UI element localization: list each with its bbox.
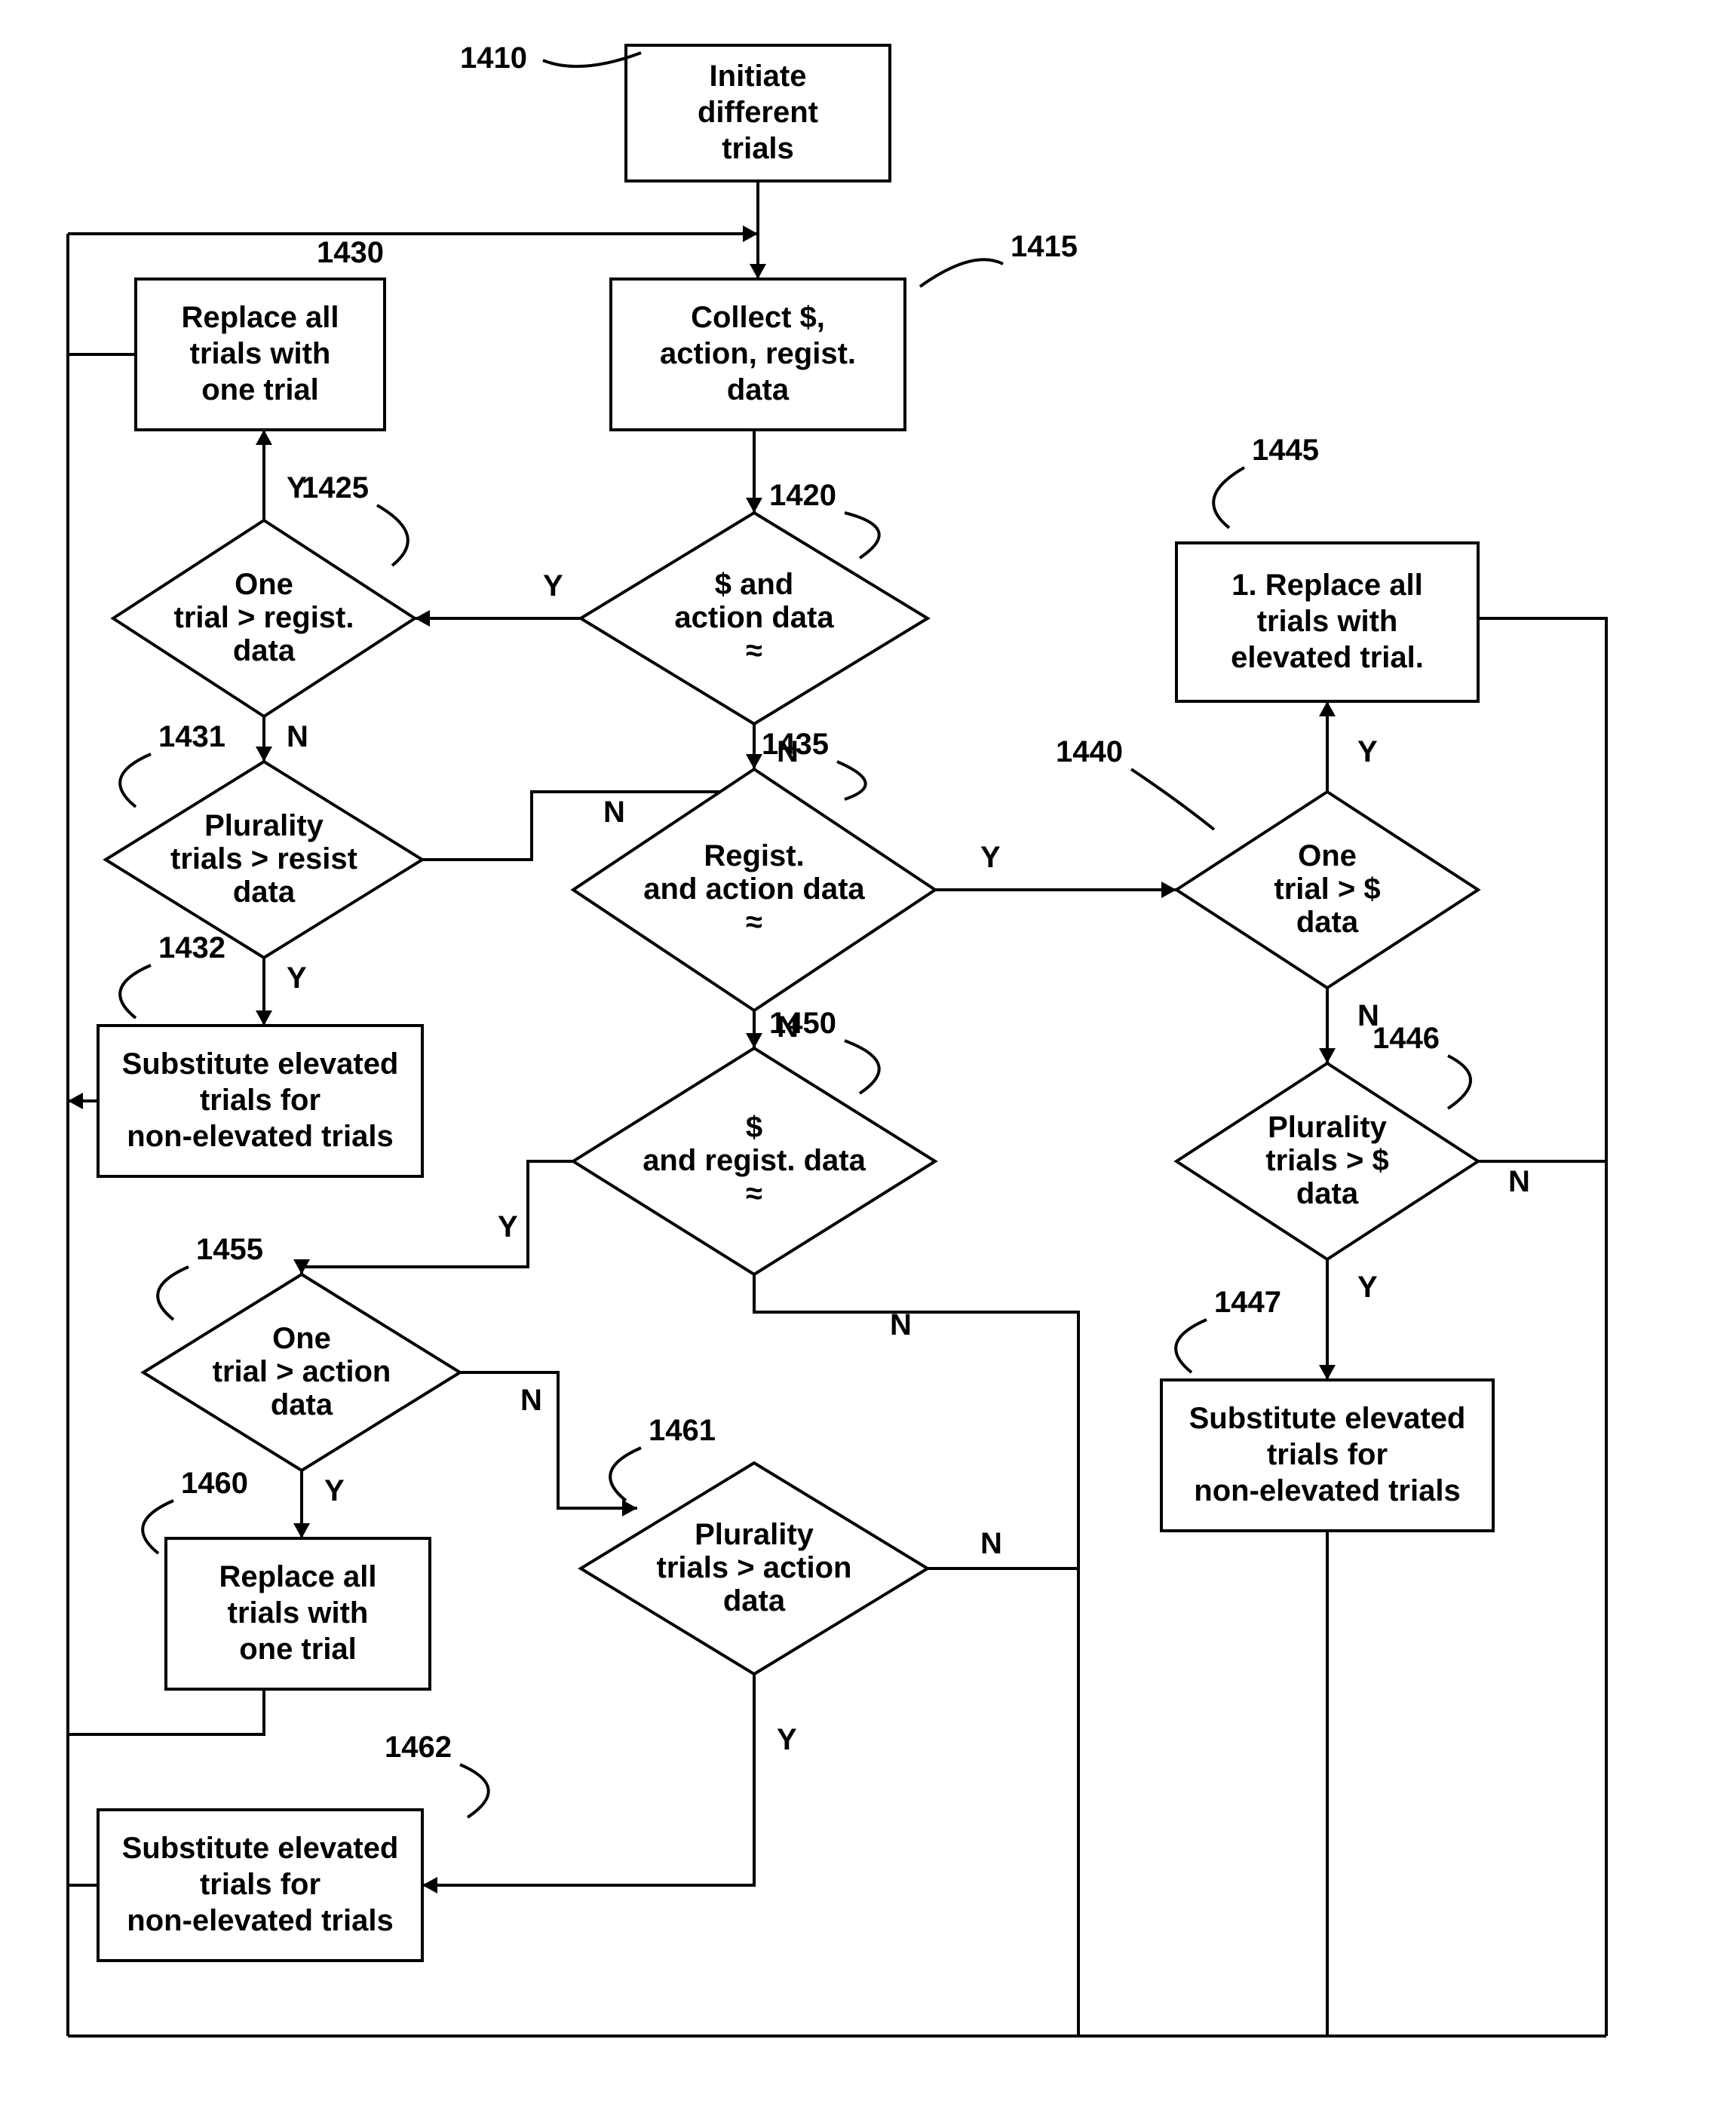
edge-label: Y	[287, 961, 307, 995]
node-text: Regist.	[704, 839, 804, 872]
node-text: and regist. data	[643, 1144, 866, 1177]
edge-label: Y	[543, 569, 563, 603]
node-text: elevated trial.	[1231, 641, 1424, 674]
node-text: Plurality	[204, 809, 324, 842]
ref-label: 1430	[317, 236, 384, 269]
node-text: trials	[722, 132, 794, 165]
node-text: data	[723, 1584, 786, 1618]
edge-label: Y	[980, 841, 1001, 874]
node-text: Plurality	[695, 1518, 814, 1551]
node-text: Collect $,	[691, 301, 825, 334]
node-text: non-elevated trials	[127, 1120, 393, 1153]
node-text: One	[1298, 839, 1357, 872]
node-text: ≈	[746, 634, 762, 667]
node-text: $ and	[715, 568, 793, 601]
node-text: non-elevated trials	[1194, 1474, 1460, 1507]
node-text: trials for	[200, 1868, 321, 1901]
edge-label: Y	[324, 1474, 345, 1507]
ref-label: 1445	[1252, 434, 1319, 467]
ref-label: 1420	[769, 479, 836, 512]
node-text: Substitute elevated	[122, 1047, 399, 1081]
node-text: data	[1296, 1177, 1359, 1210]
edge-label: N	[520, 1384, 542, 1417]
node-text: trials with	[1257, 605, 1398, 638]
flowchart-canvas: YNYNNYYNYNYNYYNNYNInitiatedifferenttrial…	[0, 0, 1736, 2125]
ref-label: 1450	[769, 1007, 836, 1040]
node-text: trials > $	[1265, 1144, 1388, 1177]
node-text: trials for	[1267, 1438, 1388, 1471]
ref-label: 1462	[385, 1731, 452, 1764]
edge-label: Y	[1357, 1271, 1378, 1304]
edge-label: N	[1508, 1165, 1530, 1198]
ref-label: 1447	[1214, 1286, 1281, 1319]
node-text: trial > regist.	[174, 601, 354, 634]
edge-label: N	[890, 1308, 912, 1342]
node-text: Replace all	[219, 1560, 376, 1593]
node-text: trial > $	[1274, 872, 1380, 906]
node-text: data	[233, 634, 296, 667]
node-text: Initiate	[710, 60, 807, 93]
node-text: Substitute elevated	[122, 1832, 399, 1865]
ref-label: 1435	[762, 728, 829, 761]
ref-label: 1410	[460, 41, 527, 75]
edge-label: Y	[1357, 735, 1378, 768]
ref-label: 1455	[196, 1233, 263, 1266]
node-text: trial > action	[213, 1355, 391, 1388]
edge-label: Y	[777, 1723, 797, 1756]
ref-label: 1431	[158, 720, 225, 753]
edge-label: N	[980, 1527, 1002, 1560]
node-text: data	[233, 875, 296, 909]
node-text: Replace all	[181, 301, 339, 334]
node-text: Substitute elevated	[1189, 1402, 1466, 1435]
node-text: action data	[674, 601, 834, 634]
node-text: 1. Replace all	[1231, 569, 1422, 602]
node-text: action, regist.	[660, 337, 856, 370]
ref-label: 1415	[1011, 230, 1078, 263]
node-text: trials > action	[657, 1551, 852, 1584]
edge-label: N	[287, 720, 308, 753]
node-text: one trial	[201, 373, 319, 406]
node-text: trials with	[228, 1596, 369, 1630]
node-text: different	[698, 96, 818, 129]
node-text: one trial	[239, 1633, 357, 1666]
node-text: trials for	[200, 1084, 321, 1117]
node-text: ≈	[746, 906, 762, 939]
edge-label: Y	[498, 1210, 518, 1243]
node-text: non-elevated trials	[127, 1904, 393, 1937]
node-text: data	[271, 1388, 333, 1421]
edge-label: N	[603, 796, 625, 829]
ref-label: 1460	[181, 1467, 248, 1500]
node-text: ≈	[746, 1177, 762, 1210]
node-text: One	[235, 568, 293, 601]
node-text: and action data	[643, 872, 865, 906]
node-text: data	[727, 373, 790, 406]
node-text: data	[1296, 906, 1359, 939]
node-text: trials > resist	[170, 842, 357, 875]
node-text: One	[272, 1322, 331, 1355]
ref-label: 1461	[649, 1414, 716, 1447]
ref-label: 1446	[1373, 1022, 1440, 1055]
ref-label: 1432	[158, 931, 225, 964]
node-text: trials with	[190, 337, 331, 370]
node-text: Plurality	[1268, 1111, 1388, 1144]
ref-label: 1440	[1056, 735, 1123, 768]
node-text: $	[746, 1111, 762, 1144]
ref-label: 1425	[302, 471, 369, 504]
